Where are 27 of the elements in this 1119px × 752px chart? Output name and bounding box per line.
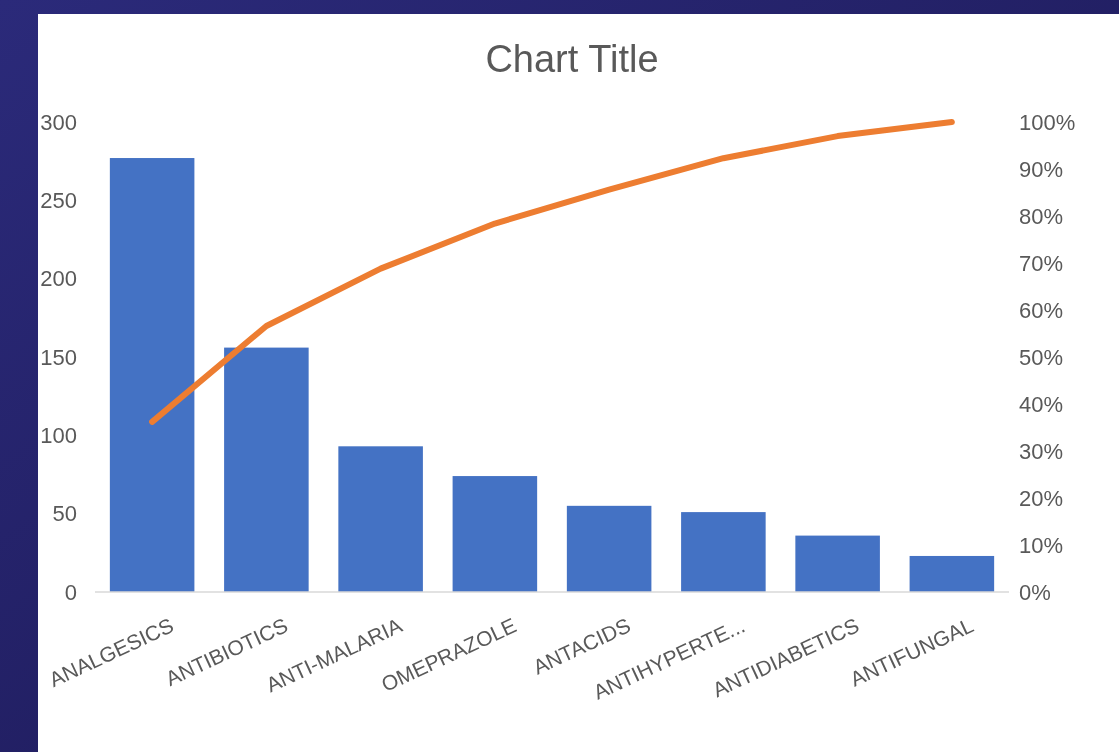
y2-tick-label: 30% xyxy=(1019,438,1064,464)
y-tick-label: 250 xyxy=(40,188,77,214)
bar xyxy=(338,446,423,592)
y2-tick-label: 80% xyxy=(1019,203,1064,229)
y2-tick-label: 70% xyxy=(1019,250,1064,276)
y2-tick-label: 100% xyxy=(1019,109,1076,135)
y2-tick-label: 20% xyxy=(1019,485,1064,511)
y-tick-label: 100 xyxy=(40,423,77,449)
y2-tick-label: 50% xyxy=(1019,344,1064,370)
bar xyxy=(224,347,309,592)
bar xyxy=(909,555,995,592)
bar xyxy=(681,512,766,592)
y-tick-label: 200 xyxy=(40,266,77,292)
y-tick-label: 0 xyxy=(64,579,77,605)
bar xyxy=(452,476,538,592)
y2-tick-label: 10% xyxy=(1019,532,1064,558)
bar xyxy=(795,535,880,592)
chart-title: Chart Title xyxy=(485,38,659,80)
y2-tick-label: 0% xyxy=(1019,579,1051,605)
y-tick-label: 300 xyxy=(40,109,77,135)
y-tick-label: 150 xyxy=(40,344,77,370)
bar xyxy=(109,158,195,592)
y2-tick-label: 40% xyxy=(1019,391,1064,417)
y2-tick-label: 90% xyxy=(1019,156,1064,182)
y-tick-label: 50 xyxy=(52,501,77,527)
y2-tick-label: 60% xyxy=(1019,297,1064,323)
bar xyxy=(566,505,652,592)
